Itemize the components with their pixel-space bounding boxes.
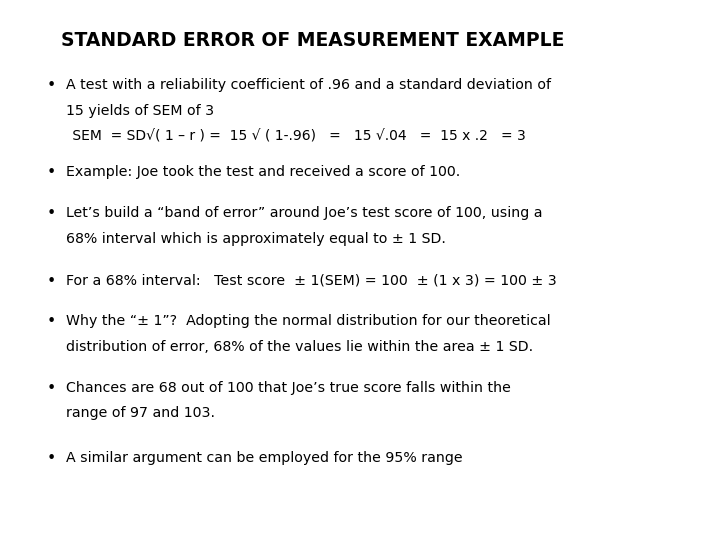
Text: •: • — [47, 165, 56, 180]
Text: 68% interval which is approximately equal to ± 1 SD.: 68% interval which is approximately equa… — [66, 232, 446, 246]
Text: •: • — [47, 314, 56, 329]
Text: •: • — [47, 381, 56, 396]
Text: Example: Joe took the test and received a score of 100.: Example: Joe took the test and received … — [66, 165, 461, 179]
Text: 15 yields of SEM of 3: 15 yields of SEM of 3 — [66, 104, 215, 118]
Text: range of 97 and 103.: range of 97 and 103. — [66, 406, 215, 420]
Text: distribution of error, 68% of the values lie within the area ± 1 SD.: distribution of error, 68% of the values… — [66, 340, 534, 354]
Text: A test with a reliability coefficient of .96 and a standard deviation of: A test with a reliability coefficient of… — [66, 78, 552, 92]
Text: •: • — [47, 206, 56, 221]
Text: A similar argument can be employed for the 95% range: A similar argument can be employed for t… — [66, 451, 463, 465]
Text: Why the “± 1”?  Adopting the normal distribution for our theoretical: Why the “± 1”? Adopting the normal distr… — [66, 314, 551, 328]
Text: STANDARD ERROR OF MEASUREMENT EXAMPLE: STANDARD ERROR OF MEASUREMENT EXAMPLE — [61, 31, 564, 50]
Text: •: • — [47, 78, 56, 93]
Text: SEM  = SD√( 1 – r ) =  15 √ ( 1-.96)   =   15 √.04   =  15 x .2   = 3: SEM = SD√( 1 – r ) = 15 √ ( 1-.96) = 15 … — [68, 129, 526, 143]
Text: Chances are 68 out of 100 that Joe’s true score falls within the: Chances are 68 out of 100 that Joe’s tru… — [66, 381, 511, 395]
Text: •: • — [47, 274, 56, 289]
Text: •: • — [47, 451, 56, 466]
Text: For a 68% interval:   Test score  ± 1(SEM) = 100  ± (1 x 3) = 100 ± 3: For a 68% interval: Test score ± 1(SEM) … — [66, 274, 557, 288]
Text: Let’s build a “band of error” around Joe’s test score of 100, using a: Let’s build a “band of error” around Joe… — [66, 206, 543, 220]
